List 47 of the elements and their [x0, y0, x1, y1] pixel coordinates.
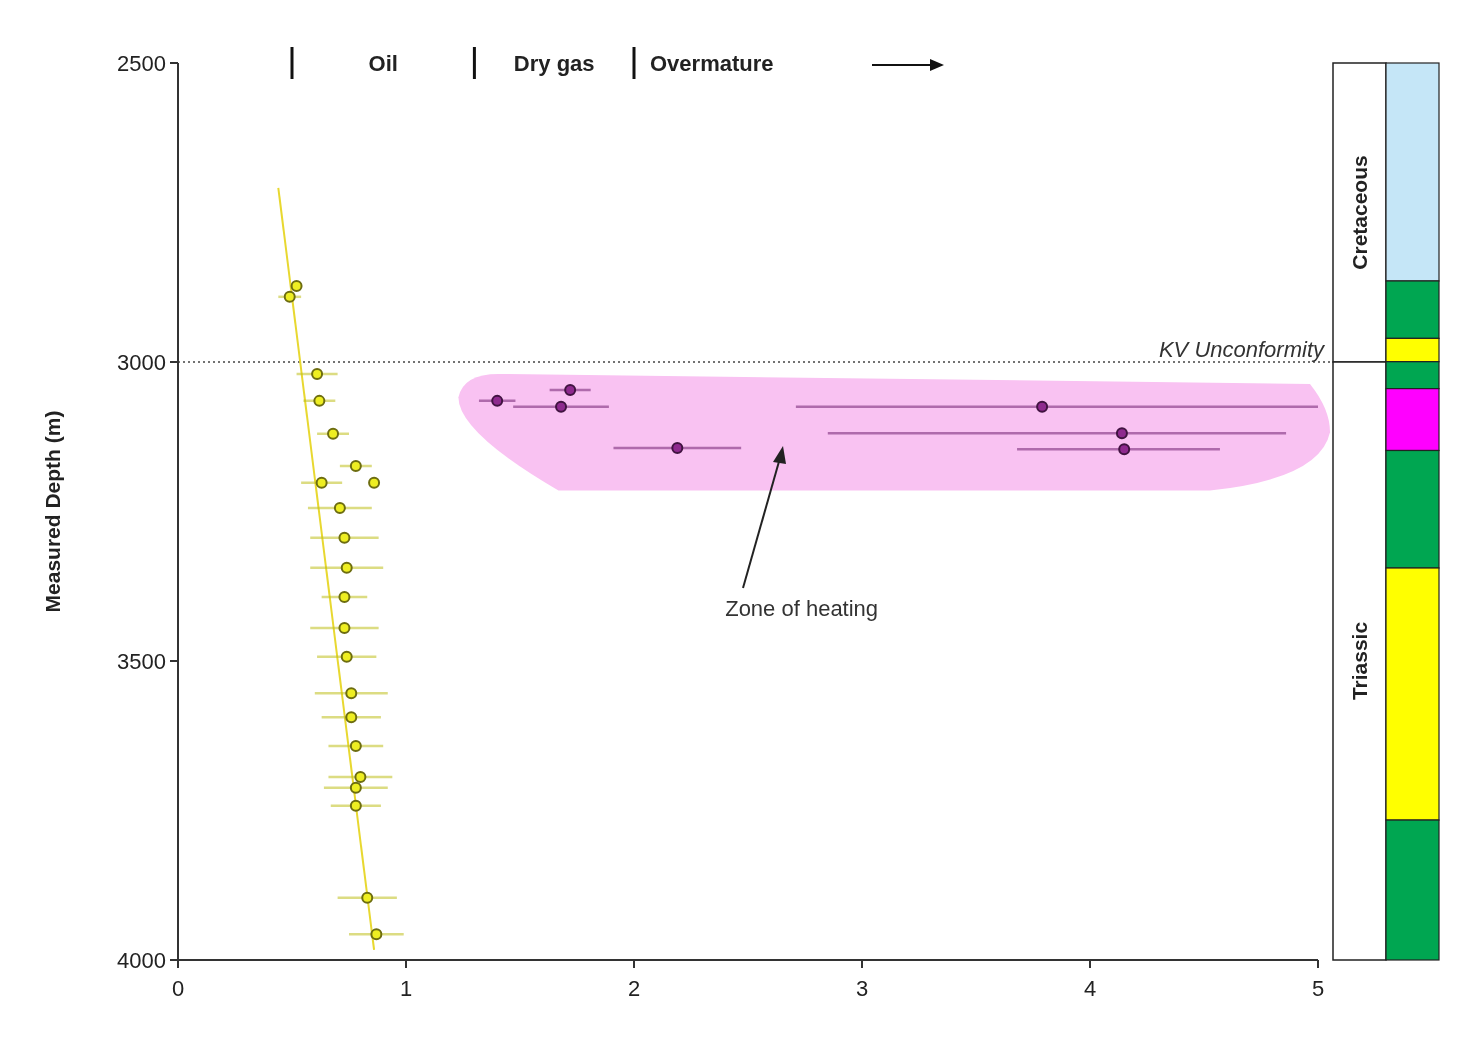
- point: [349, 781, 362, 794]
- point: [340, 650, 353, 663]
- point: [338, 591, 351, 604]
- point: [1115, 427, 1128, 440]
- point: [333, 501, 346, 514]
- point: [370, 928, 383, 941]
- point: [338, 622, 351, 635]
- annotation: Dry gas: [513, 50, 595, 76]
- point: [340, 561, 353, 574]
- band-label: Zone of heating: [725, 596, 879, 622]
- point: [283, 290, 296, 303]
- point: [491, 394, 504, 407]
- point: [1036, 400, 1049, 413]
- y-tick-label: 4000: [117, 947, 166, 973]
- point: [345, 687, 358, 700]
- text: Cretaceous: [1348, 155, 1372, 270]
- annotation: Overmature: [650, 50, 774, 76]
- point: [345, 711, 358, 724]
- x-tick-label: 2: [627, 976, 641, 1001]
- y-tick-label: 3000: [117, 349, 166, 375]
- x-tick-label: 5: [1311, 976, 1325, 1001]
- x-tick-label: 0: [171, 976, 185, 1001]
- annotation: Oil: [368, 50, 398, 76]
- x-tick-label: 3: [855, 976, 869, 1001]
- point: [349, 799, 362, 812]
- point: [361, 891, 374, 904]
- text: Triassic: [1348, 621, 1372, 701]
- point: [290, 280, 303, 293]
- point: [555, 400, 568, 413]
- point: [564, 384, 577, 397]
- x-tick-label: 1: [399, 976, 413, 1001]
- point: [349, 460, 362, 473]
- y-tick-label: 3500: [117, 648, 166, 674]
- point: [311, 367, 324, 380]
- point: [349, 739, 362, 752]
- point: [327, 427, 340, 440]
- point: [338, 531, 351, 544]
- point: [315, 476, 328, 489]
- x-tick-label: 4: [1083, 976, 1097, 1001]
- point: [1118, 443, 1131, 456]
- y-tick-label: 2500: [117, 50, 166, 76]
- point: [313, 394, 326, 407]
- point: [671, 442, 684, 455]
- point: [354, 771, 367, 784]
- point: [368, 476, 381, 489]
- ref-line-label: KV Unconformity: [1158, 337, 1326, 362]
- y-axis-title: Measured Depth (m): [41, 410, 64, 613]
